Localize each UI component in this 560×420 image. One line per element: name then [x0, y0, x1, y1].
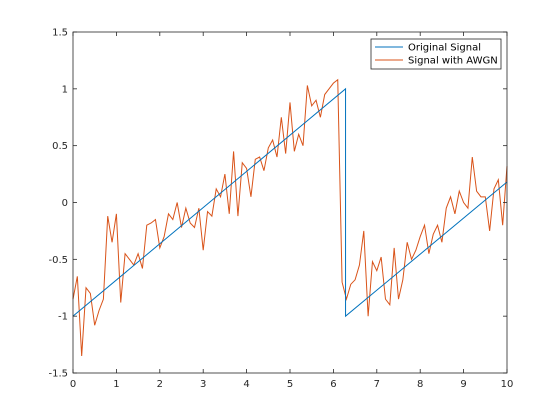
legend: Original Signal Signal with AWGN — [370, 38, 502, 70]
series-line-original-signal — [72, 87, 508, 318]
x-tick-label: 6 — [330, 379, 336, 390]
x-tick-label: 0 — [70, 379, 76, 390]
x-tick-label: 5 — [287, 379, 293, 390]
y-tick-label: 0.5 — [52, 141, 68, 152]
x-tick-label: 1 — [113, 379, 119, 390]
legend-entry-original-signal: Original Signal — [408, 43, 481, 54]
y-tick-label: -1.5 — [48, 369, 68, 380]
ticks-layer — [72, 31, 508, 374]
x-tick-labels: 0 1 2 3 4 5 6 7 8 9 10 — [70, 379, 514, 390]
x-tick-label: 10 — [501, 379, 514, 390]
legend-entry-signal-with-awgn: Signal with AWGN — [408, 56, 498, 67]
x-tick-label: 2 — [157, 379, 163, 390]
series-layer — [72, 78, 508, 356]
x-tick-label: 3 — [200, 379, 206, 390]
x-tick-label: 4 — [243, 379, 249, 390]
y-tick-label: 0 — [62, 198, 68, 209]
series-line-signal-with-awgn — [72, 78, 508, 356]
x-tick-label: 7 — [374, 379, 380, 390]
y-tick-label: 1 — [62, 84, 68, 95]
x-tick-label: 8 — [417, 379, 423, 390]
legend-box — [370, 38, 502, 70]
y-tick-label: 1.5 — [52, 28, 68, 39]
plot-area — [73, 32, 507, 373]
x-tick-label: 9 — [460, 379, 466, 390]
y-tick-labels: -1.5 -1 -0.5 0 0.5 1 1.5 — [48, 28, 68, 380]
y-tick-label: -0.5 — [48, 255, 68, 266]
y-tick-label: -1 — [58, 312, 68, 323]
